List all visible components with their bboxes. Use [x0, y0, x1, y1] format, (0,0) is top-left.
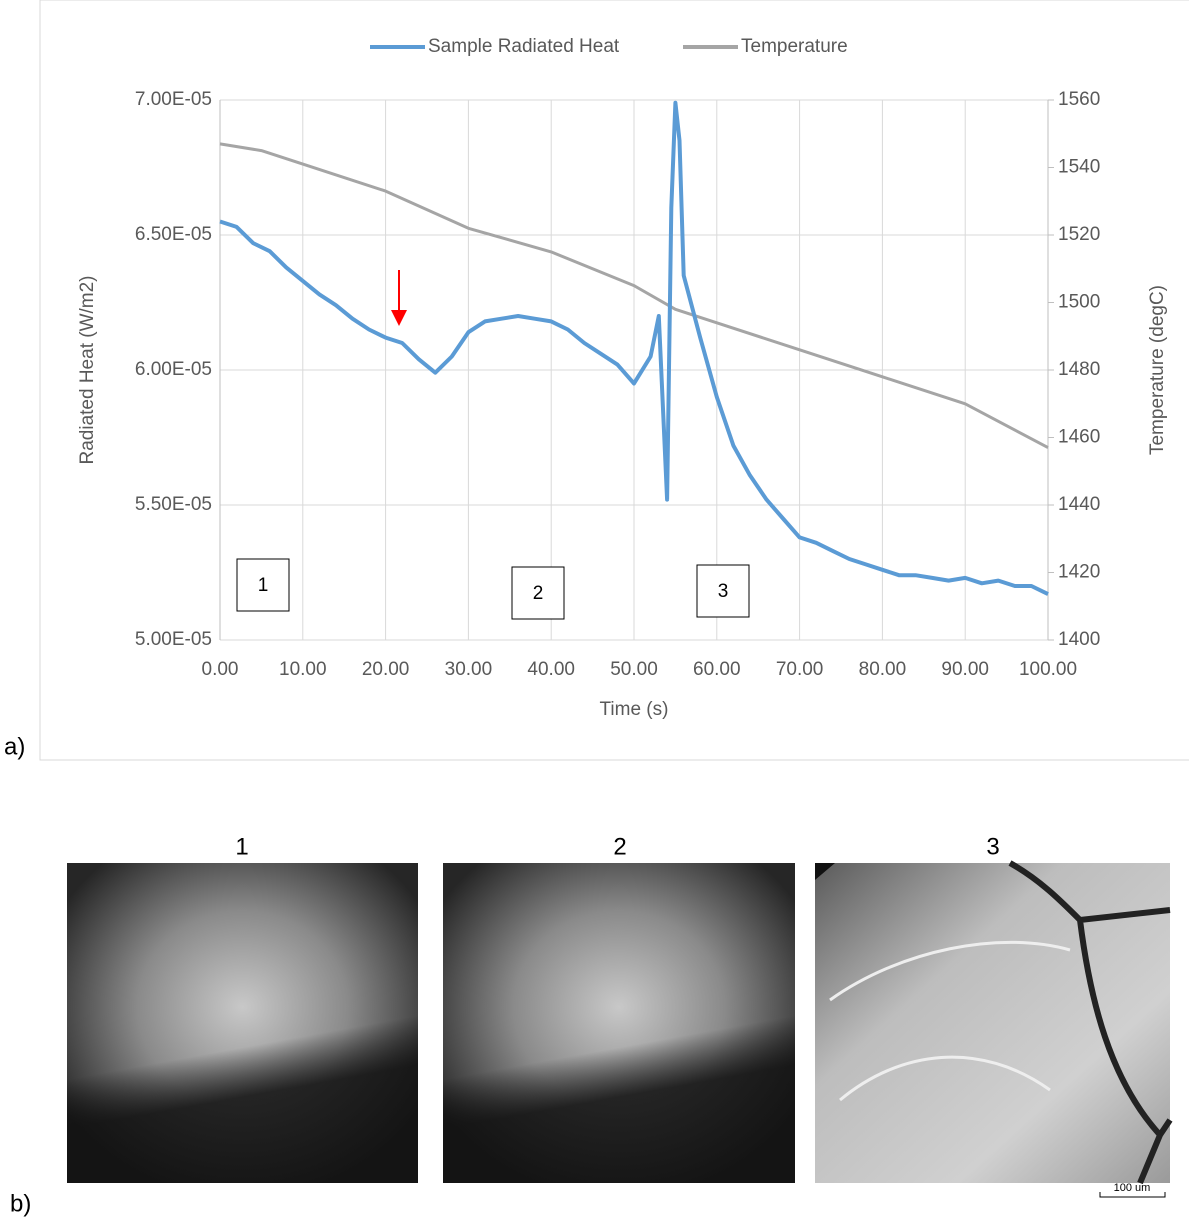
x-tick-label: 40.00 — [527, 659, 575, 680]
y2-tick-label: 1440 — [1058, 494, 1100, 515]
x-tick-label: 60.00 — [693, 659, 741, 680]
y2-axis-title: Temperature (degC) — [1147, 285, 1168, 455]
scale-bar-label: 100 um — [1114, 1182, 1151, 1194]
y-tick-label: 6.00E-05 — [135, 359, 212, 380]
annotation: 3 — [718, 581, 729, 602]
image-panel-2 — [443, 863, 795, 1183]
annotation-box — [511, 566, 565, 620]
panel-label: a) — [4, 733, 25, 760]
annotation-box — [696, 564, 750, 618]
y-tick-label: 7.00E-05 — [135, 89, 212, 110]
y2-tick-label: 1420 — [1058, 562, 1100, 583]
legend-label: Sample Radiated Heat — [428, 36, 620, 57]
y-axis-title: Radiated Heat (W/m2) — [77, 275, 98, 464]
y2-tick-label: 1500 — [1058, 292, 1100, 313]
y2-tick-label: 1480 — [1058, 359, 1100, 380]
image-panel-1 — [67, 863, 418, 1183]
x-tick-label: 70.00 — [776, 659, 824, 680]
image-title: 2 — [613, 833, 626, 860]
y2-tick-label: 1400 — [1058, 629, 1100, 650]
x-tick-label: 0.00 — [202, 659, 239, 680]
image-title: 3 — [986, 833, 999, 860]
panel-label: b) — [10, 1190, 31, 1217]
y2-tick-label: 1560 — [1058, 89, 1100, 110]
scale-bar — [1099, 1192, 1166, 1198]
image-title: 1 — [235, 833, 248, 860]
arrow-head — [391, 310, 407, 326]
annotation: 1 — [258, 575, 269, 596]
x-tick-label: 90.00 — [941, 659, 989, 680]
x-axis-title: Time (s) — [600, 699, 669, 720]
x-tick-label: 100.00 — [1019, 659, 1077, 680]
x-tick-label: 50.00 — [610, 659, 658, 680]
x-tick-label: 30.00 — [445, 659, 493, 680]
annotation: 2 — [533, 583, 544, 604]
x-tick-label: 10.00 — [279, 659, 327, 680]
x-tick-label: 20.00 — [362, 659, 410, 680]
data-line — [219, 142, 1049, 449]
y-tick-label: 6.50E-05 — [135, 224, 212, 245]
y2-tick-label: 1460 — [1058, 427, 1100, 448]
y2-tick-label: 1540 — [1058, 157, 1100, 178]
annotation-box — [236, 558, 290, 612]
data-line — [219, 100, 1049, 596]
x-tick-label: 80.00 — [859, 659, 907, 680]
image-panel-3 — [815, 860, 1173, 1185]
legend-label: Temperature — [741, 36, 848, 57]
y-tick-label: 5.00E-05 — [135, 629, 212, 650]
chart-frame — [39, 0, 1189, 761]
y-tick-label: 5.50E-05 — [135, 494, 212, 515]
y2-tick-label: 1520 — [1058, 224, 1100, 245]
